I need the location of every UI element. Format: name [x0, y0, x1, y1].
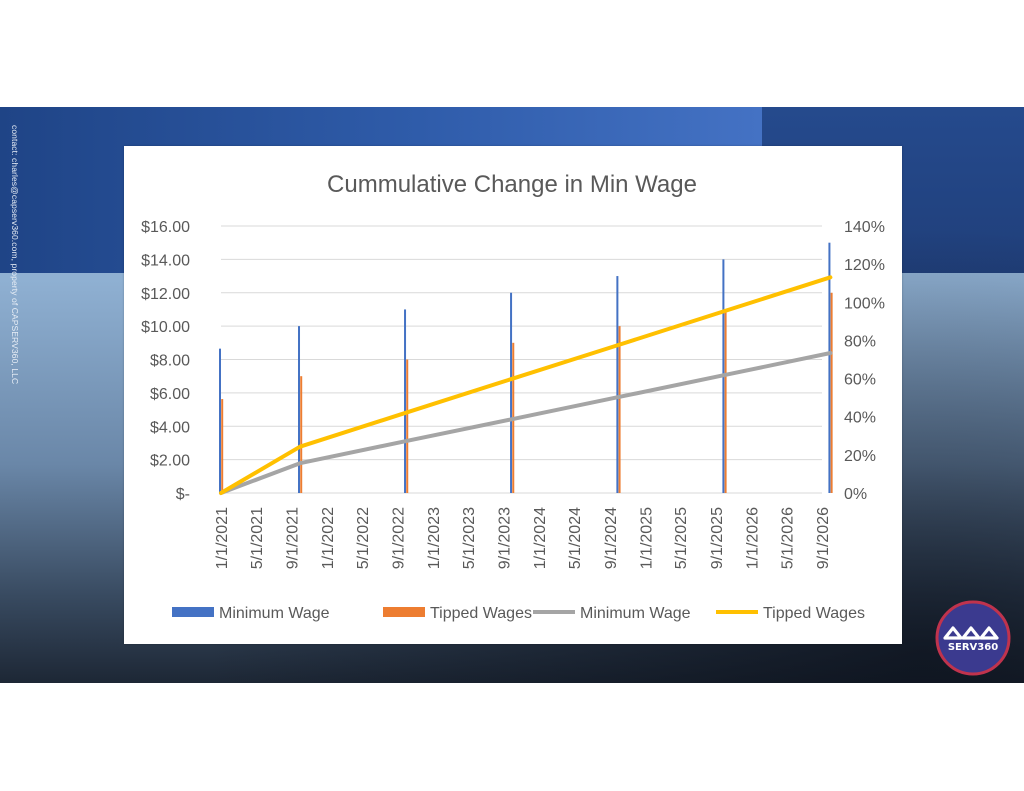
x-tick-label: 5/1/2021: [249, 507, 266, 569]
legend-swatch: [172, 607, 214, 617]
y-left-tick-label: $4.00: [150, 419, 190, 436]
bar: [724, 309, 727, 493]
chart-card: Cummulative Change in Min Wage $- $2.00 $4…: [124, 146, 902, 644]
chart-svg: Cummulative Change in Min Wage $- $2.00 $4…: [141, 171, 885, 622]
y-right-tick-label: 40%: [844, 410, 876, 427]
x-tick-label: 9/1/2023: [497, 507, 514, 569]
chart-title: Cummulative Change in Min Wage: [327, 171, 697, 198]
x-tick-label: 1/1/2023: [426, 507, 443, 569]
x-tick-label: 9/1/2024: [603, 507, 620, 569]
x-tick-label: 5/1/2025: [673, 507, 690, 569]
x-tick-label: 1/1/2024: [532, 507, 549, 569]
y-right-tick-label: 20%: [844, 448, 876, 465]
bar-layer: [219, 242, 833, 493]
x-tick-label: 1/1/2022: [320, 507, 337, 569]
bar: [406, 359, 409, 493]
bar: [219, 348, 221, 493]
x-tick-label: 1/1/2026: [744, 507, 761, 569]
x-tick-label: 9/1/2025: [709, 507, 726, 569]
legend-label: Tipped Wages: [763, 605, 865, 622]
bar: [298, 326, 301, 493]
x-tick-label: 5/1/2026: [779, 507, 796, 569]
axis-layer: $- $2.00 $4.00 $6.00 $8.00 $10.00 $12.00 $14.00…: [141, 219, 885, 569]
logo-text: SERV360: [948, 642, 998, 653]
y-right-tick-label: 140%: [844, 219, 885, 236]
series-line: [219, 351, 833, 495]
y-left-tick-label: $6.00: [150, 386, 190, 403]
y-right-tick-label: 0%: [844, 486, 867, 503]
legend-label: Tipped Wages: [430, 605, 532, 622]
series-line: [219, 275, 833, 495]
y-left-tick-label: $10.00: [141, 319, 190, 336]
contact-watermark: contact: charles@capserv360.com, propert…: [10, 125, 20, 385]
legend: Minimum Wage Tipped Wages Minimum Wage Tipp…: [172, 605, 865, 622]
x-tick-label: 9/1/2022: [391, 507, 408, 569]
bar: [830, 292, 833, 493]
bar: [510, 292, 513, 493]
grid-layer: [221, 225, 822, 494]
y-right-tick-label: 100%: [844, 295, 885, 312]
legend-label: Minimum Wage: [580, 605, 691, 622]
x-tick-label: 5/1/2024: [567, 507, 584, 569]
y-right-tick-label: 80%: [844, 333, 876, 350]
x-tick-label: 1/1/2021: [214, 507, 231, 569]
y-left-tick-label: $12.00: [141, 286, 190, 303]
y-right-tick-label: 120%: [844, 257, 885, 274]
x-tick-label: 5/1/2022: [355, 507, 372, 569]
y-left-tick-label: $2.00: [150, 453, 190, 470]
bar: [618, 326, 621, 493]
x-tick-label: 9/1/2021: [285, 507, 302, 569]
y-left-tick-label: $14.00: [141, 252, 190, 269]
capserv360-logo: SERV360: [935, 600, 1011, 676]
legend-swatch: [383, 607, 425, 617]
bar: [221, 399, 224, 493]
y-left-tick-label: $16.00: [141, 219, 190, 236]
x-tick-label: 9/1/2026: [815, 507, 832, 569]
y-left-tick-label: $-: [176, 486, 190, 503]
bar: [404, 309, 407, 493]
bar: [616, 276, 619, 493]
bar: [828, 242, 831, 493]
x-tick-label: 1/1/2025: [638, 507, 655, 569]
y-left-tick-label: $8.00: [150, 353, 190, 370]
legend-label: Minimum Wage: [219, 605, 330, 622]
x-tick-label: 5/1/2023: [461, 507, 478, 569]
line-layer: [219, 275, 833, 495]
y-right-tick-label: 60%: [844, 372, 876, 389]
bar: [300, 376, 303, 493]
